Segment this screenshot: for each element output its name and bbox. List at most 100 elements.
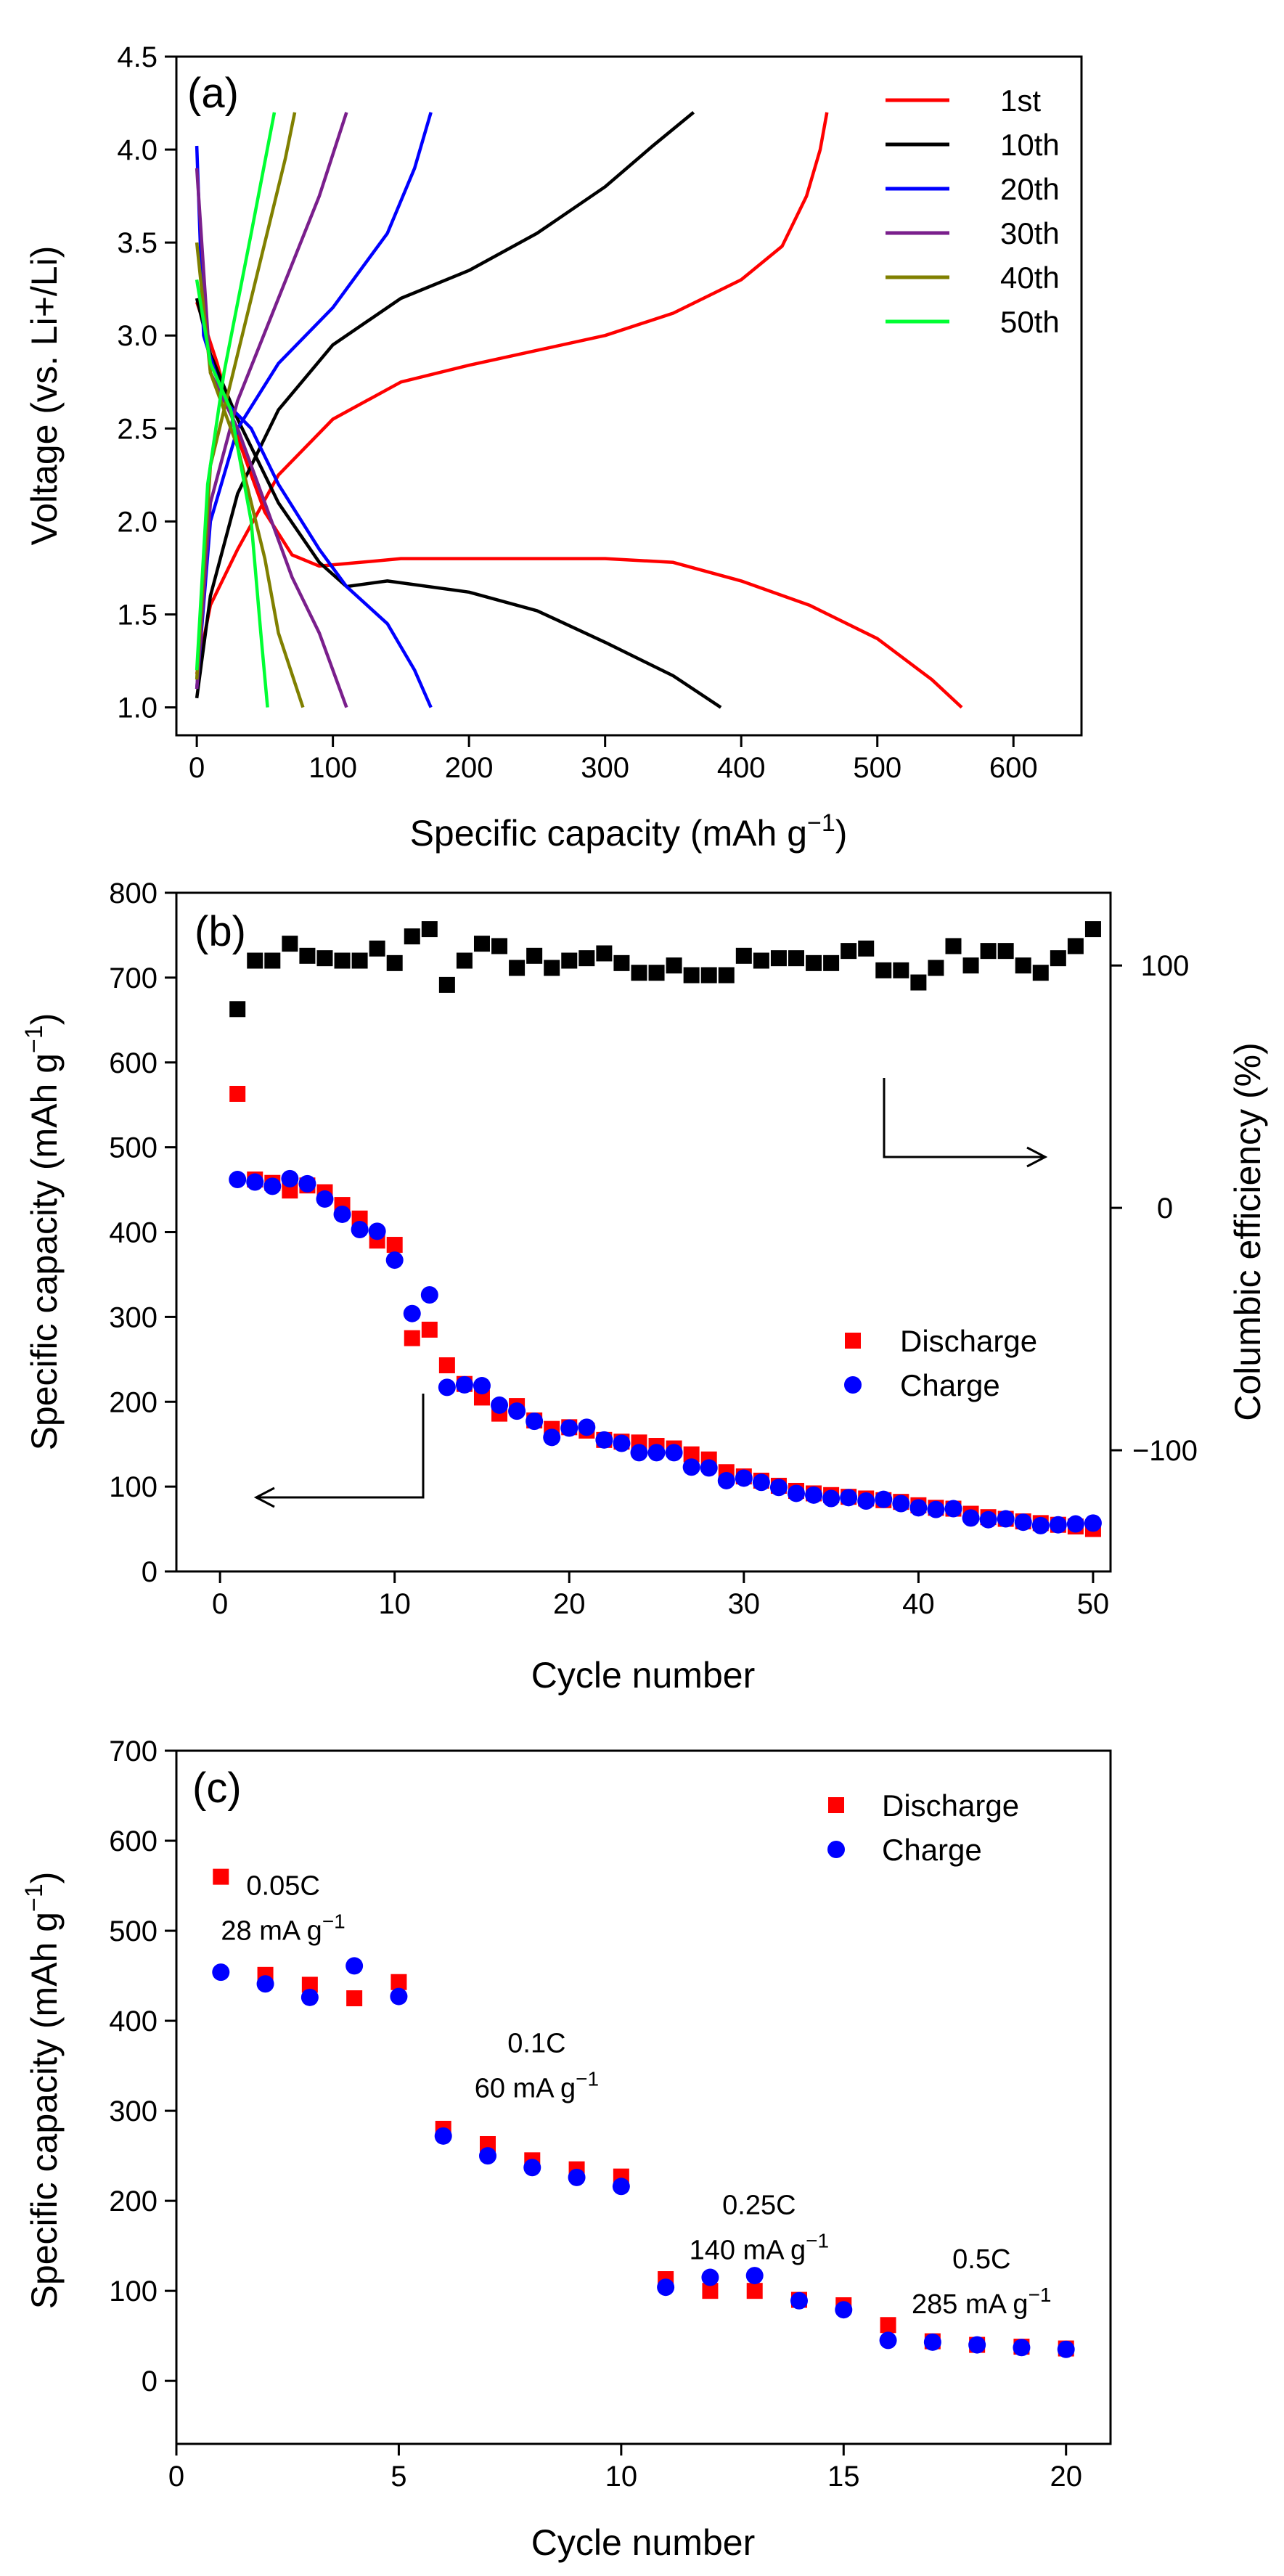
point-columbic-efficiency — [351, 952, 368, 969]
point-columbic-efficiency — [561, 952, 578, 969]
point-columbic-efficiency — [526, 947, 543, 964]
panel-a-x-tick-label: 300 — [581, 752, 629, 784]
point-columbic-efficiency — [683, 967, 700, 984]
point-charge — [473, 1377, 491, 1395]
point-charge — [1013, 2339, 1031, 2357]
panel-b-y2-tick-label: 0 — [1157, 1193, 1173, 1224]
point-charge — [403, 1304, 421, 1322]
panel-c-x-tick-label: 10 — [605, 2461, 638, 2493]
panel-c-x-tick-label: 15 — [827, 2461, 860, 2493]
point-columbic-efficiency — [770, 950, 787, 967]
point-charge — [368, 1222, 386, 1240]
panel-b-legend: Discharge Charge — [844, 1324, 1037, 1402]
panel-a-x-tick-label: 500 — [853, 752, 901, 784]
panel-a-plot-frame — [175, 55, 1083, 737]
panel-c-y-tick-label: 300 — [109, 2095, 158, 2127]
point-columbic-efficiency — [858, 940, 875, 957]
point-columbic-efficiency — [928, 960, 944, 976]
panel-c-x-axis-title: Cycle number — [531, 2522, 755, 2563]
curve-1st-discharge — [195, 301, 963, 709]
curve-10th-discharge — [195, 298, 722, 709]
panel-b-y-tick-label: 200 — [109, 1386, 158, 1418]
panel-b-y-tick-label: 700 — [109, 962, 158, 994]
current-label: 28 mA g−1 — [221, 1910, 345, 1946]
panel-b-x-tick-label: 40 — [902, 1588, 935, 1620]
legend-label-1st: 1st — [1000, 83, 1041, 118]
point-charge — [298, 1174, 316, 1193]
point-columbic-efficiency — [823, 954, 840, 971]
point-columbic-efficiency — [438, 976, 455, 993]
rate-label: 0.05C — [246, 1870, 319, 1901]
point-charge — [701, 2268, 719, 2286]
point-charge — [745, 2267, 764, 2285]
point-columbic-efficiency — [578, 950, 595, 967]
point-charge — [256, 1975, 274, 1993]
point-charge — [752, 1473, 770, 1492]
panel-c-y-axis-title: Specific capacity (mAh g−1) — [20, 1872, 65, 2310]
panel-b-y-tick-label: 800 — [109, 878, 158, 909]
panel-c-label: (c) — [192, 1765, 242, 1812]
panel-b-y-axis-title: Specific capacity (mAh g−1) — [20, 1013, 65, 1451]
legend-marker-charge — [844, 1376, 862, 1394]
point-columbic-efficiency — [421, 921, 438, 938]
point-columbic-efficiency — [631, 965, 647, 981]
panel-b-x-tick-label: 20 — [553, 1588, 586, 1620]
point-charge — [840, 1489, 858, 1507]
panel-a-y-axis-title: Voltage (vs. Li+/Li) — [24, 246, 65, 546]
point-discharge — [702, 2283, 719, 2299]
point-charge — [345, 1957, 364, 1975]
panel-c-y-tick-label: 100 — [109, 2276, 158, 2307]
current-label: 60 mA g−1 — [475, 2068, 599, 2104]
point-columbic-efficiency — [788, 950, 804, 967]
panel-c-x-tick-label: 5 — [390, 2461, 406, 2493]
point-charge — [717, 1471, 735, 1489]
point-columbic-efficiency — [229, 1001, 246, 1018]
point-charge — [944, 1500, 962, 1518]
panel-a-y-tick-label: 4.5 — [117, 41, 158, 73]
point-columbic-efficiency — [369, 940, 385, 957]
panel-c-y-tick-label: 500 — [109, 1915, 158, 1947]
point-columbic-efficiency — [753, 952, 769, 969]
point-charge — [1084, 1514, 1102, 1532]
point-charge — [735, 1469, 753, 1487]
legend-label-discharge: Discharge — [900, 1324, 1037, 1358]
legend-label-20th: 20th — [1000, 172, 1060, 206]
panel-b-plot-frame — [175, 891, 1112, 1573]
point-columbic-efficiency — [316, 950, 333, 967]
point-columbic-efficiency — [962, 957, 979, 974]
panel-a-y-tick-label: 3.0 — [117, 320, 158, 352]
panel-b-x-axis-title: Cycle number — [531, 1655, 755, 1696]
curve-50th-charge — [195, 112, 277, 671]
panel-b-y2-tick-label: 100 — [1141, 950, 1190, 982]
point-charge — [665, 1444, 683, 1462]
panel-c-plot-frame — [175, 1749, 1112, 2445]
point-charge — [657, 2278, 675, 2297]
point-charge — [390, 1987, 408, 2005]
point-charge — [835, 2301, 853, 2319]
point-columbic-efficiency — [334, 952, 351, 969]
panel-a-y-tick-label: 2.0 — [117, 506, 158, 538]
rate-label: 0.1C — [507, 2028, 565, 2058]
panel-b-x-tick-label: 50 — [1077, 1588, 1110, 1620]
panel-c-y-tick-label: 0 — [142, 2366, 158, 2397]
panel-a-y-tick-label: 3.5 — [117, 227, 158, 259]
point-charge — [523, 2159, 541, 2177]
point-charge — [420, 1285, 438, 1304]
panel-b-y-tick-label: 100 — [109, 1471, 158, 1503]
point-columbic-efficiency — [1050, 950, 1066, 967]
point-columbic-efficiency — [264, 952, 281, 969]
point-discharge — [386, 1237, 403, 1254]
point-discharge — [346, 1990, 363, 2007]
point-columbic-efficiency — [544, 960, 560, 976]
point-charge — [300, 1988, 319, 2006]
legend-marker-discharge — [845, 1333, 861, 1349]
point-columbic-efficiency — [980, 943, 997, 960]
point-charge — [385, 1251, 404, 1269]
panel-a-x-axis-title: Specific capacity (mAh g−1) — [410, 809, 848, 854]
point-charge — [434, 2127, 452, 2145]
point-columbic-efficiency — [875, 962, 892, 978]
point-discharge — [404, 1330, 420, 1346]
point-charge — [333, 1205, 351, 1223]
